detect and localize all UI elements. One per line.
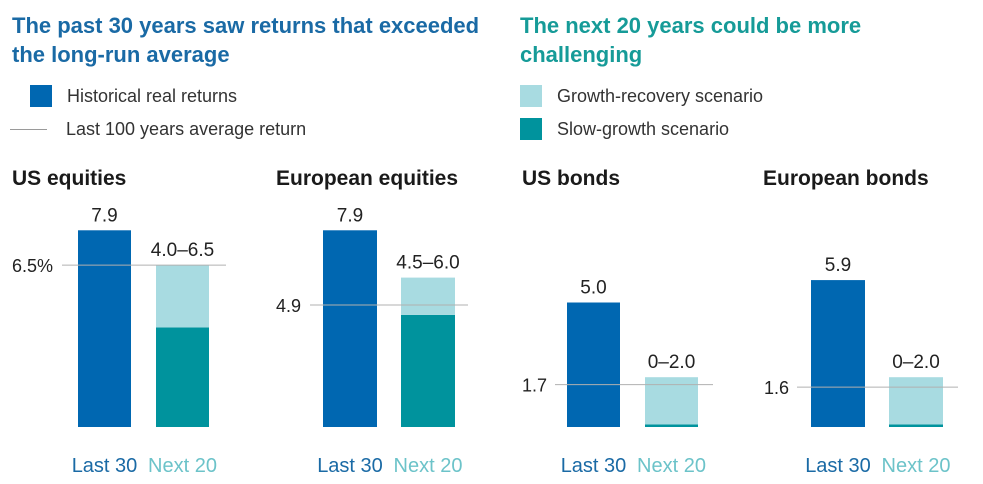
slow-growth-bar [645, 424, 698, 427]
average-value-label: 6.5% [12, 256, 53, 276]
historical-bar [811, 280, 865, 427]
category-label-last: Last 30 [72, 455, 138, 477]
category-label-last: Last 30 [561, 455, 627, 477]
chart-title: European equities [276, 167, 458, 190]
historical-bar [323, 230, 377, 427]
slow-growth-bar [156, 327, 209, 427]
category-label-next: Next 20 [637, 455, 706, 477]
average-value-label: 4.9 [276, 296, 301, 316]
slow-growth-bar [889, 424, 943, 427]
legend-label-growth-recovery: Growth-recovery scenario [557, 85, 764, 106]
legend-item-slow-growth: Slow-growth scenario [520, 117, 729, 141]
legend-item-growth-recovery: Growth-recovery scenario [520, 84, 763, 108]
slow-growth-bar [401, 314, 455, 427]
scenario-range-label: 4.0–6.5 [151, 240, 214, 261]
growth-recovery-bar [401, 277, 455, 315]
scenario-range-label: 0–2.0 [892, 352, 940, 373]
average-value-label: 1.7 [522, 376, 547, 396]
chart-title: US equities [12, 167, 126, 190]
right-heading: The next 20 years could be more challeng… [520, 13, 862, 67]
category-label-next: Next 20 [148, 455, 217, 477]
scenario-range-label: 0–2.0 [648, 352, 696, 373]
growth-recovery-swatch [520, 85, 542, 107]
growth-recovery-bar [156, 265, 209, 328]
average-value-label: 1.6 [764, 378, 789, 398]
chart-title: European bonds [763, 167, 929, 190]
historical-value-label: 7.9 [91, 205, 117, 226]
historical-value-label: 7.9 [337, 205, 363, 226]
historical-swatch [30, 85, 52, 107]
category-label-next: Next 20 [394, 455, 463, 477]
category-label-last: Last 30 [805, 455, 871, 477]
historical-bar [567, 302, 620, 427]
historical-value-label: 5.0 [580, 278, 606, 299]
legend-label-slow-growth: Slow-growth scenario [557, 118, 730, 139]
category-label-last: Last 30 [317, 455, 383, 477]
legend-item-historical: Historical real returns [30, 84, 237, 108]
slow-growth-swatch [520, 118, 542, 140]
historical-bar [78, 230, 131, 427]
growth-recovery-bar [889, 377, 943, 425]
chart-title: US bonds [522, 167, 620, 190]
left-heading: The past 30 years saw returns that excee… [12, 13, 480, 67]
legend-item-average: Last 100 years average return [10, 117, 306, 141]
category-label-next: Next 20 [882, 455, 951, 477]
legend-label-historical: Historical real returns [67, 85, 238, 106]
legend-label-average: Last 100 years average return [66, 118, 307, 139]
scenario-range-label: 4.5–6.0 [396, 253, 459, 274]
historical-value-label: 5.9 [825, 255, 851, 276]
average-line-swatch [10, 128, 47, 130]
